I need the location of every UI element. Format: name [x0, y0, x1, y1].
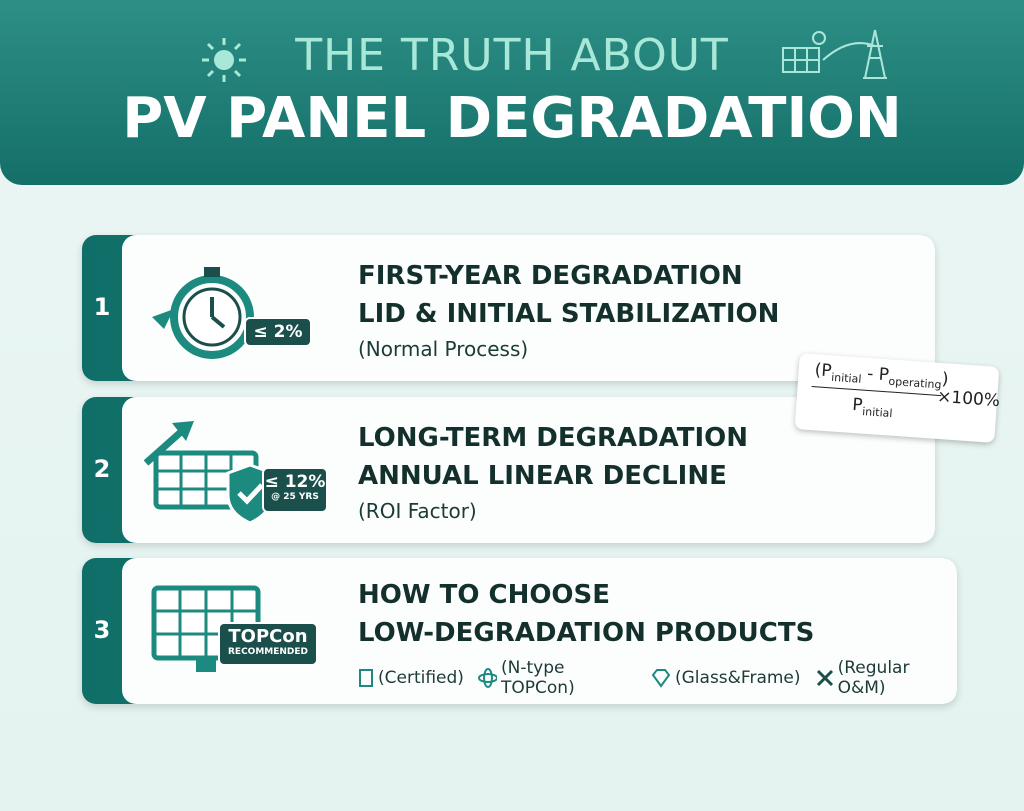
heading-line: LOW-DEGRADATION PRODUCTS: [358, 618, 815, 648]
tag-text: (Glass&Frame): [675, 668, 801, 688]
card-heading: LONG-TERM DEGRADATION ANNUAL LINEAR DECLI…: [358, 419, 748, 495]
card-body: TOPCon RECOMMENDED HOW TO CHOOSE LOW-DEGRA…: [122, 558, 957, 704]
card-body: ≤ 2% FIRST-YEAR DEGRADATION LID & INITIAL…: [122, 235, 935, 381]
tag: (Glass&Frame): [651, 668, 801, 688]
certificate-icon: [359, 669, 373, 687]
tag: (Regular O&M): [815, 658, 957, 698]
card-heading: FIRST-YEAR DEGRADATION LID & INITIAL STAB…: [358, 257, 779, 333]
tag-text: (N-type TOPCon): [501, 658, 575, 698]
factor: ×100%: [936, 386, 1001, 412]
tools-icon: [816, 669, 833, 687]
title-main: PV PANEL DEGRADATION: [122, 86, 902, 151]
badge: ≤ 12% @ 25 YRS: [262, 467, 328, 513]
badge-sub: RECOMMENDED: [227, 647, 308, 657]
tag: (Certified): [358, 668, 464, 688]
solar-tower-icon: [782, 29, 887, 79]
subscript: operating: [888, 374, 942, 392]
diamond-icon: [651, 669, 671, 688]
tag-text: (Certified): [378, 668, 464, 688]
operator: -: [861, 363, 880, 385]
header: THE TRUTH ABOUT PV PANEL DEGRADATION: [0, 0, 1024, 185]
card-heading: HOW TO CHOOSE LOW-DEGRADATION PRODUCTS: [358, 576, 814, 652]
card: 3 TOPCon RECOMMENDED HOW TO CHOOSE LOW-DEG…: [82, 558, 957, 704]
card: 2 ≤ 12% @ 25 YRS LONG-TERM DEGRADATION ANN…: [82, 397, 935, 543]
badge: TOPCon RECOMMENDED: [218, 622, 318, 666]
tag-list: (Certified) (N-type TOPCon) (Glass&Frame…: [358, 658, 957, 698]
card-note: (Normal Process): [358, 337, 529, 361]
formula-card: (Pinitial - Poperating) Pinitial ×100%: [794, 353, 1001, 443]
heading-line: LID & INITIAL STABILIZATION: [358, 299, 780, 329]
card-number: 1: [93, 293, 111, 321]
card-note: (ROI Factor): [358, 499, 477, 523]
card: 1 ≤ 2% FIRST-YEAR DEGRADATION LID & INITI…: [82, 235, 935, 381]
card-number: 3: [93, 616, 111, 644]
heading-line: ANNUAL LINEAR DECLINE: [358, 461, 727, 491]
tag-text: (Regular O&M): [837, 658, 910, 698]
panel-shield-icon: [143, 421, 274, 525]
badge-value: ≤ 12%: [264, 472, 326, 492]
heading-line: LONG-TERM DEGRADATION: [358, 423, 749, 453]
subscript: initial: [861, 405, 893, 421]
sun-icon: [202, 38, 246, 82]
title-top: THE TRUTH ABOUT: [295, 30, 729, 81]
tag: (N-type TOPCon): [477, 658, 637, 698]
stopwatch-icon: [152, 267, 254, 359]
card-number: 2: [93, 455, 111, 483]
atom-icon: [477, 668, 498, 688]
denominator: Pinitial: [852, 395, 894, 420]
badge-sub: @ 25 YRS: [271, 492, 319, 502]
heading-line: FIRST-YEAR DEGRADATION: [358, 261, 743, 291]
subscript: initial: [830, 370, 862, 386]
badge: ≤ 2%: [244, 317, 312, 347]
heading-line: HOW TO CHOOSE: [358, 580, 611, 610]
badge-value: TOPCon: [228, 626, 308, 647]
